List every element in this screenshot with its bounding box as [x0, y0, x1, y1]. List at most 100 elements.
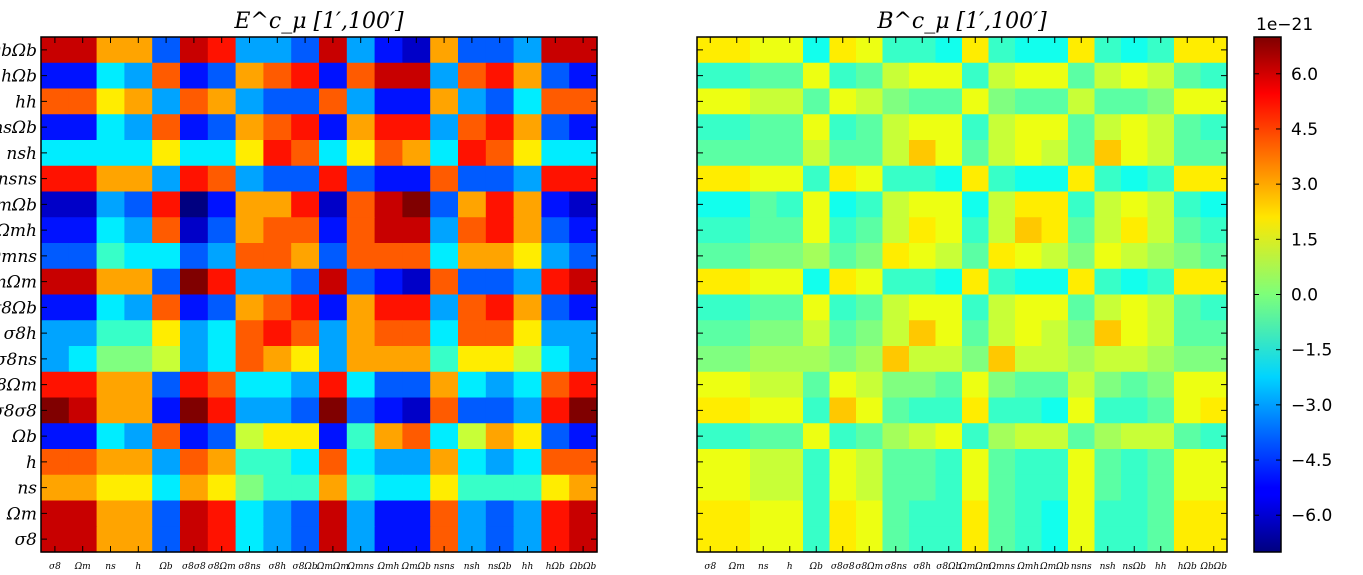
y-tick-label: ΩmΩm: [0, 273, 37, 293]
heatmap-cell: [346, 88, 376, 115]
heatmap-cell: [180, 500, 209, 527]
heatmap-cell: [1121, 217, 1149, 244]
heatmap-cell: [803, 88, 831, 115]
colorbar-tick-label: 0.0: [1291, 286, 1318, 306]
heatmap-cell: [374, 449, 403, 476]
heatmap-cell: [152, 62, 181, 90]
heatmap-cell: [1094, 346, 1122, 373]
heatmap-cell: [723, 294, 751, 321]
heatmap-cell: [723, 88, 751, 115]
heatmap-cell: [1015, 449, 1043, 476]
heatmap-cell: [346, 243, 376, 270]
heatmap-cell: [935, 423, 963, 450]
heatmap-cell: [513, 397, 542, 424]
heatmap-cell: [374, 243, 403, 270]
heatmap-cell: [319, 191, 348, 218]
heatmap-cell: [1147, 474, 1175, 502]
heatmap-cell: [1068, 114, 1096, 141]
heatmap-cell: [291, 294, 320, 321]
heatmap-cell: [1174, 140, 1202, 167]
heatmap-cell: [96, 371, 125, 399]
heatmap-cell: [723, 371, 751, 399]
heatmap-cell: [1121, 500, 1149, 527]
heatmap-cell: [935, 500, 963, 527]
heatmap-cell: [1015, 294, 1043, 321]
heatmap-cell: [750, 114, 778, 141]
heatmap-cell: [882, 140, 910, 167]
x-tick-label: ΩbΩb: [569, 562, 597, 572]
y-tick-label: Ωb: [11, 427, 37, 447]
x-tick-label: hh: [1155, 562, 1167, 572]
heatmap-cell: [1121, 423, 1149, 450]
heatmap-cell: [346, 62, 376, 90]
heatmap-cell: [909, 449, 937, 476]
heatmap-cell: [856, 500, 884, 527]
heatmap-cell: [346, 140, 376, 167]
heatmap-cell: [803, 423, 831, 450]
heatmap-cell: [402, 268, 431, 296]
heatmap-cell: [988, 474, 1016, 502]
heatmap-cell: [124, 217, 153, 244]
heatmap-cell: [1041, 243, 1069, 270]
heatmap-cell: [291, 346, 320, 373]
heatmap-cell: [180, 474, 209, 502]
heatmap-cell: [291, 243, 320, 270]
heatmap-cell: [1015, 243, 1043, 270]
heatmap-cell: [374, 500, 403, 527]
heatmap-cell: [723, 268, 751, 296]
heatmap-cell: [723, 217, 751, 244]
heatmap-cell: [235, 217, 264, 244]
heatmap-cell: [430, 268, 459, 296]
heatmap-cell: [263, 500, 292, 527]
heatmap-cell: [776, 449, 804, 476]
heatmap-cell: [1068, 140, 1096, 167]
heatmap-cell: [513, 88, 542, 115]
heatmap-cell: [319, 165, 348, 193]
x-tick-label: ns: [105, 562, 116, 572]
heatmap-cell: [319, 268, 348, 296]
heatmap-cell: [402, 114, 431, 141]
heatmap-cell: [402, 165, 431, 193]
heatmap-cell: [402, 62, 431, 90]
heatmap-cell: [776, 320, 804, 347]
heatmap-cell: [346, 397, 376, 424]
heatmap-cell: [485, 62, 515, 90]
heatmap-cell: [750, 140, 778, 167]
heatmap-cell: [124, 268, 153, 296]
y-tick-label: h: [26, 453, 37, 473]
y-tick-label: ns: [17, 479, 37, 499]
heatmap-cell: [1147, 165, 1175, 193]
heatmap-cell: [882, 294, 910, 321]
heatmap-cell: [96, 449, 125, 476]
heatmap-cell: [374, 320, 403, 347]
heatmap-cell: [374, 397, 403, 424]
heatmap-cell: [235, 114, 264, 141]
heatmap-cell: [935, 294, 963, 321]
heatmap-cell: [124, 500, 153, 527]
heatmap-cell: [180, 371, 209, 399]
heatmap-cell: [1094, 217, 1122, 244]
heatmap-cell: [988, 371, 1016, 399]
heatmap-cell: [1174, 320, 1202, 347]
heatmap-cell: [1068, 294, 1096, 321]
heatmap-cell: [96, 191, 125, 218]
heatmap-cell: [319, 114, 348, 141]
heatmap-cell: [909, 243, 937, 270]
heatmap-cell: [1068, 165, 1096, 193]
heatmap-cell: [1094, 114, 1122, 141]
heatmap-cell: [856, 268, 884, 296]
colorbar: 1e−21 6.0 4.5 3.0 1.5 0.0 −1.5 −3.0 −4.5 −6.0: [1253, 15, 1332, 553]
heatmap-cell: [235, 191, 264, 218]
heatmap-cell: [935, 346, 963, 373]
heatmap-cell: [96, 88, 125, 115]
colorbar-tick-label: 6.0: [1291, 65, 1318, 85]
colorbar-exponent: 1e−21: [1256, 15, 1313, 35]
heatmap-cell: [803, 165, 831, 193]
heatmap-cell: [374, 62, 403, 90]
heatmap-cell: [1041, 346, 1069, 373]
heatmap-cell: [909, 320, 937, 347]
heatmap-cell: [856, 165, 884, 193]
heatmap-cell: [319, 320, 348, 347]
heatmap-cell: [374, 217, 403, 244]
